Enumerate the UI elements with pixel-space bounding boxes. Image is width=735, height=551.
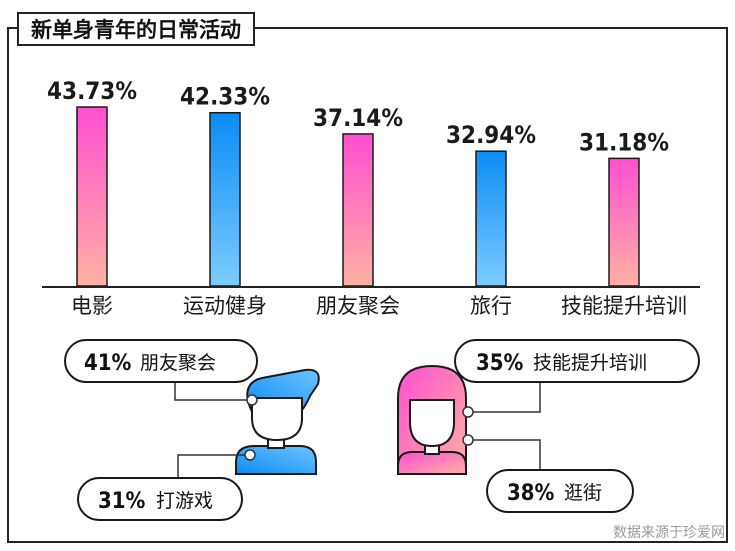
male-dot-top [246,394,258,406]
bar-chart: 43.73% 电影 42.33% 运动健身 37.14% 朋友聚会 32.94% 旅行 31.1… [47,77,687,318]
female-dot-bottom [462,434,474,446]
connector-dots [244,394,474,461]
female-pill-2-pct: 38% [507,481,555,506]
female-dot-top [462,406,474,418]
bar-value-label-3: 32.94% [446,121,536,149]
female-pill-1: 35% 技能提升培训 [454,339,700,383]
category-label-0: 电影 [71,294,113,318]
female-pill-1-pct: 35% [476,351,524,376]
bar-4 [608,157,640,287]
category-label-3: 旅行 [470,294,512,318]
male-pill-2: 31% 打游戏 [77,477,243,521]
male-pill-1: 41% 朋友聚会 [64,339,258,383]
bar-value-label-0: 43.73% [47,77,137,105]
category-label-4: 技能提升培训 [561,294,687,318]
data-source: 数据来源于珍爱网 [613,525,725,541]
bar-value-label-4: 31.18% [579,128,669,156]
female-pill-2-label: 逛街 [564,482,602,504]
male-pill-1-pct: 41% [84,351,132,376]
bar-3 [475,150,507,287]
bar-1 [209,111,241,287]
bar-0 [76,106,108,287]
male-hair [246,368,320,413]
female-figure-icon [397,364,467,475]
female-pill-1-label: 技能提升培训 [533,352,647,374]
bar-2 [342,133,374,287]
bar-value-label-1: 42.33% [180,83,270,111]
male-face [251,395,303,442]
female-face [409,399,455,448]
category-label-1: 运动健身 [183,294,267,318]
chart-title: 新单身青年的日常活动 [17,12,255,46]
connectors [174,380,541,480]
male-pill-2-label: 打游戏 [156,490,213,512]
female-pill-2: 38% 逛街 [486,469,634,513]
male-pill-1-label: 朋友聚会 [140,352,216,374]
female-shoulders [397,451,467,475]
male-pill-2-pct: 31% [98,489,146,514]
outer-frame [7,27,728,543]
male-dot-bottom [244,449,256,461]
bar-value-label-2: 37.14% [313,104,403,132]
category-label-2: 朋友聚会 [316,294,400,318]
male-figure-icon [235,368,320,475]
